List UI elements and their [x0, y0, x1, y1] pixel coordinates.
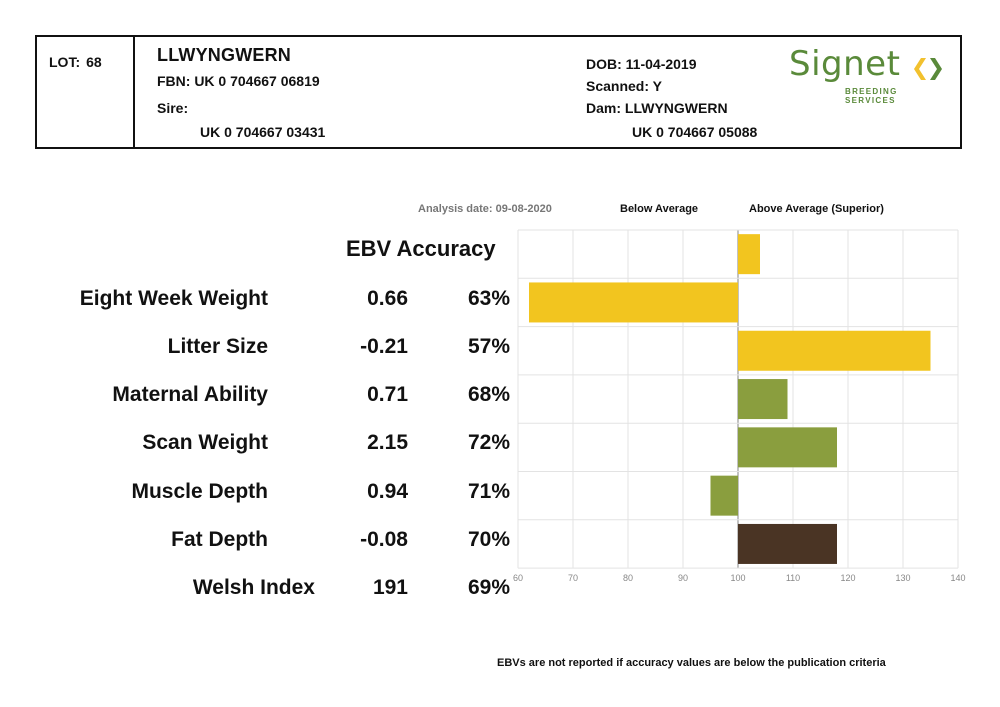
- trait-accuracy: 68%: [467, 383, 510, 406]
- animal-header: LOT: 68 LLWYNGWERN FBN: UK 0 704667 06819…: [35, 35, 962, 149]
- trait-accuracy: 63%: [467, 287, 510, 310]
- above-average-label: Above Average (Superior): [749, 203, 884, 215]
- x-tick-label: 70: [568, 573, 578, 583]
- x-tick-label: 130: [895, 573, 910, 583]
- trait-ebv: -0.21: [360, 335, 408, 358]
- animal-name: LLWYNGWERN: [157, 45, 291, 65]
- date-of-birth: DOB: 11-04-2019: [586, 56, 697, 72]
- trait-name: Eight Week Weight: [79, 287, 268, 310]
- sire-id: UK 0 704667 03431: [200, 124, 326, 140]
- bar: [738, 234, 760, 275]
- trait-ebv: 0.94: [367, 480, 408, 503]
- signet-logo: Signet BREEDING SERVICES: [789, 44, 949, 105]
- ebv-bar-chart: 60 70 80 90 100 110 120 130 140: [513, 229, 966, 583]
- trait-name: Maternal Ability: [112, 383, 268, 406]
- x-tick-label: 60: [513, 573, 523, 583]
- trait-accuracy: 70%: [467, 528, 510, 551]
- dam-id: UK 0 704667 05088: [632, 124, 758, 140]
- x-tick-label: 120: [840, 573, 855, 583]
- trait-ebv: 191: [372, 576, 408, 599]
- analysis-date: Analysis date: 09-08-2020: [418, 203, 552, 215]
- lot-label: LOT:: [49, 54, 81, 70]
- trait-accuracy: 71%: [467, 480, 510, 503]
- ebv-accuracy-header: EBV Accuracy: [346, 236, 496, 261]
- trait-accuracy: 72%: [467, 431, 510, 454]
- trait-name: Muscle Depth: [131, 480, 268, 503]
- bar: [738, 330, 931, 371]
- x-tick-label: 80: [623, 573, 633, 583]
- bar: [529, 282, 738, 323]
- x-tick-label: 140: [950, 573, 965, 583]
- below-average-label: Below Average: [620, 203, 699, 215]
- trait-name: Scan Weight: [142, 431, 268, 454]
- dam-name: Dam: LLWYNGWERN: [586, 100, 728, 116]
- trait-accuracy: 57%: [467, 335, 510, 358]
- trait-name: Litter Size: [167, 335, 268, 358]
- trait-ebv: 0.66: [367, 287, 408, 310]
- lot-number: LOT: 68: [49, 54, 102, 70]
- trait-name: Welsh Index: [192, 576, 315, 599]
- x-tick-label: 100: [730, 573, 745, 583]
- trait-ebv: 0.71: [367, 383, 408, 406]
- footnote: EBVs are not reported if accuracy values…: [497, 657, 886, 669]
- x-tick-label: 110: [786, 573, 800, 583]
- trait-ebv: -0.08: [360, 528, 408, 551]
- x-tick-label: 90: [678, 573, 688, 583]
- header-divider: [133, 37, 135, 147]
- logo-subtitle: BREEDING SERVICES: [845, 87, 898, 105]
- sire-label: Sire:: [157, 100, 189, 116]
- bar: [738, 427, 837, 468]
- lot-value: 68: [86, 54, 102, 70]
- flock-book-number: FBN: UK 0 704667 06819: [157, 73, 320, 89]
- trait-ebv: 2.15: [367, 431, 408, 454]
- trait-name: Fat Depth: [171, 528, 268, 551]
- chevron-logo-icon: [914, 58, 942, 80]
- bar: [738, 523, 837, 564]
- bar: [710, 475, 738, 516]
- scanned-status: Scanned: Y: [586, 78, 662, 94]
- trait-accuracy: 69%: [467, 576, 510, 599]
- bar: [738, 379, 788, 420]
- logo-wordmark: Signet: [789, 44, 901, 84]
